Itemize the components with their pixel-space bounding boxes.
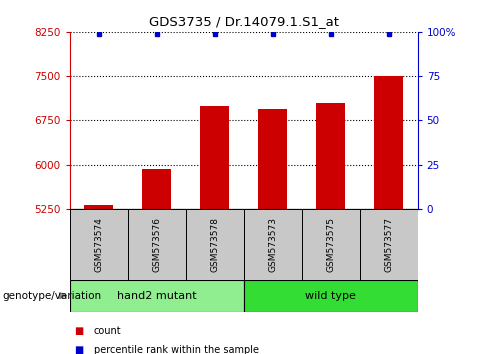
Bar xyxy=(301,209,360,280)
Text: GSM573573: GSM573573 xyxy=(268,217,277,272)
Text: ■: ■ xyxy=(74,346,84,354)
Text: GSM573576: GSM573576 xyxy=(152,217,161,272)
Bar xyxy=(258,109,287,209)
Bar xyxy=(186,209,243,280)
Text: ■: ■ xyxy=(74,326,84,336)
Text: wild type: wild type xyxy=(305,291,356,301)
Title: GDS3735 / Dr.14079.1.S1_at: GDS3735 / Dr.14079.1.S1_at xyxy=(149,15,338,28)
Bar xyxy=(200,105,229,209)
Bar xyxy=(142,169,171,209)
Bar xyxy=(70,209,128,280)
Text: count: count xyxy=(94,326,121,336)
Text: hand2 mutant: hand2 mutant xyxy=(117,291,196,301)
Text: GSM573575: GSM573575 xyxy=(326,217,335,272)
Bar xyxy=(374,76,403,209)
Bar xyxy=(316,103,345,209)
Text: GSM573574: GSM573574 xyxy=(94,217,103,272)
Bar xyxy=(243,280,418,312)
Bar xyxy=(84,205,113,209)
Text: GSM573577: GSM573577 xyxy=(384,217,393,272)
Bar xyxy=(70,280,243,312)
Text: percentile rank within the sample: percentile rank within the sample xyxy=(94,346,259,354)
Bar xyxy=(243,209,301,280)
Bar xyxy=(360,209,418,280)
Text: GSM573578: GSM573578 xyxy=(210,217,219,272)
Bar xyxy=(128,209,186,280)
Text: genotype/variation: genotype/variation xyxy=(2,291,102,301)
